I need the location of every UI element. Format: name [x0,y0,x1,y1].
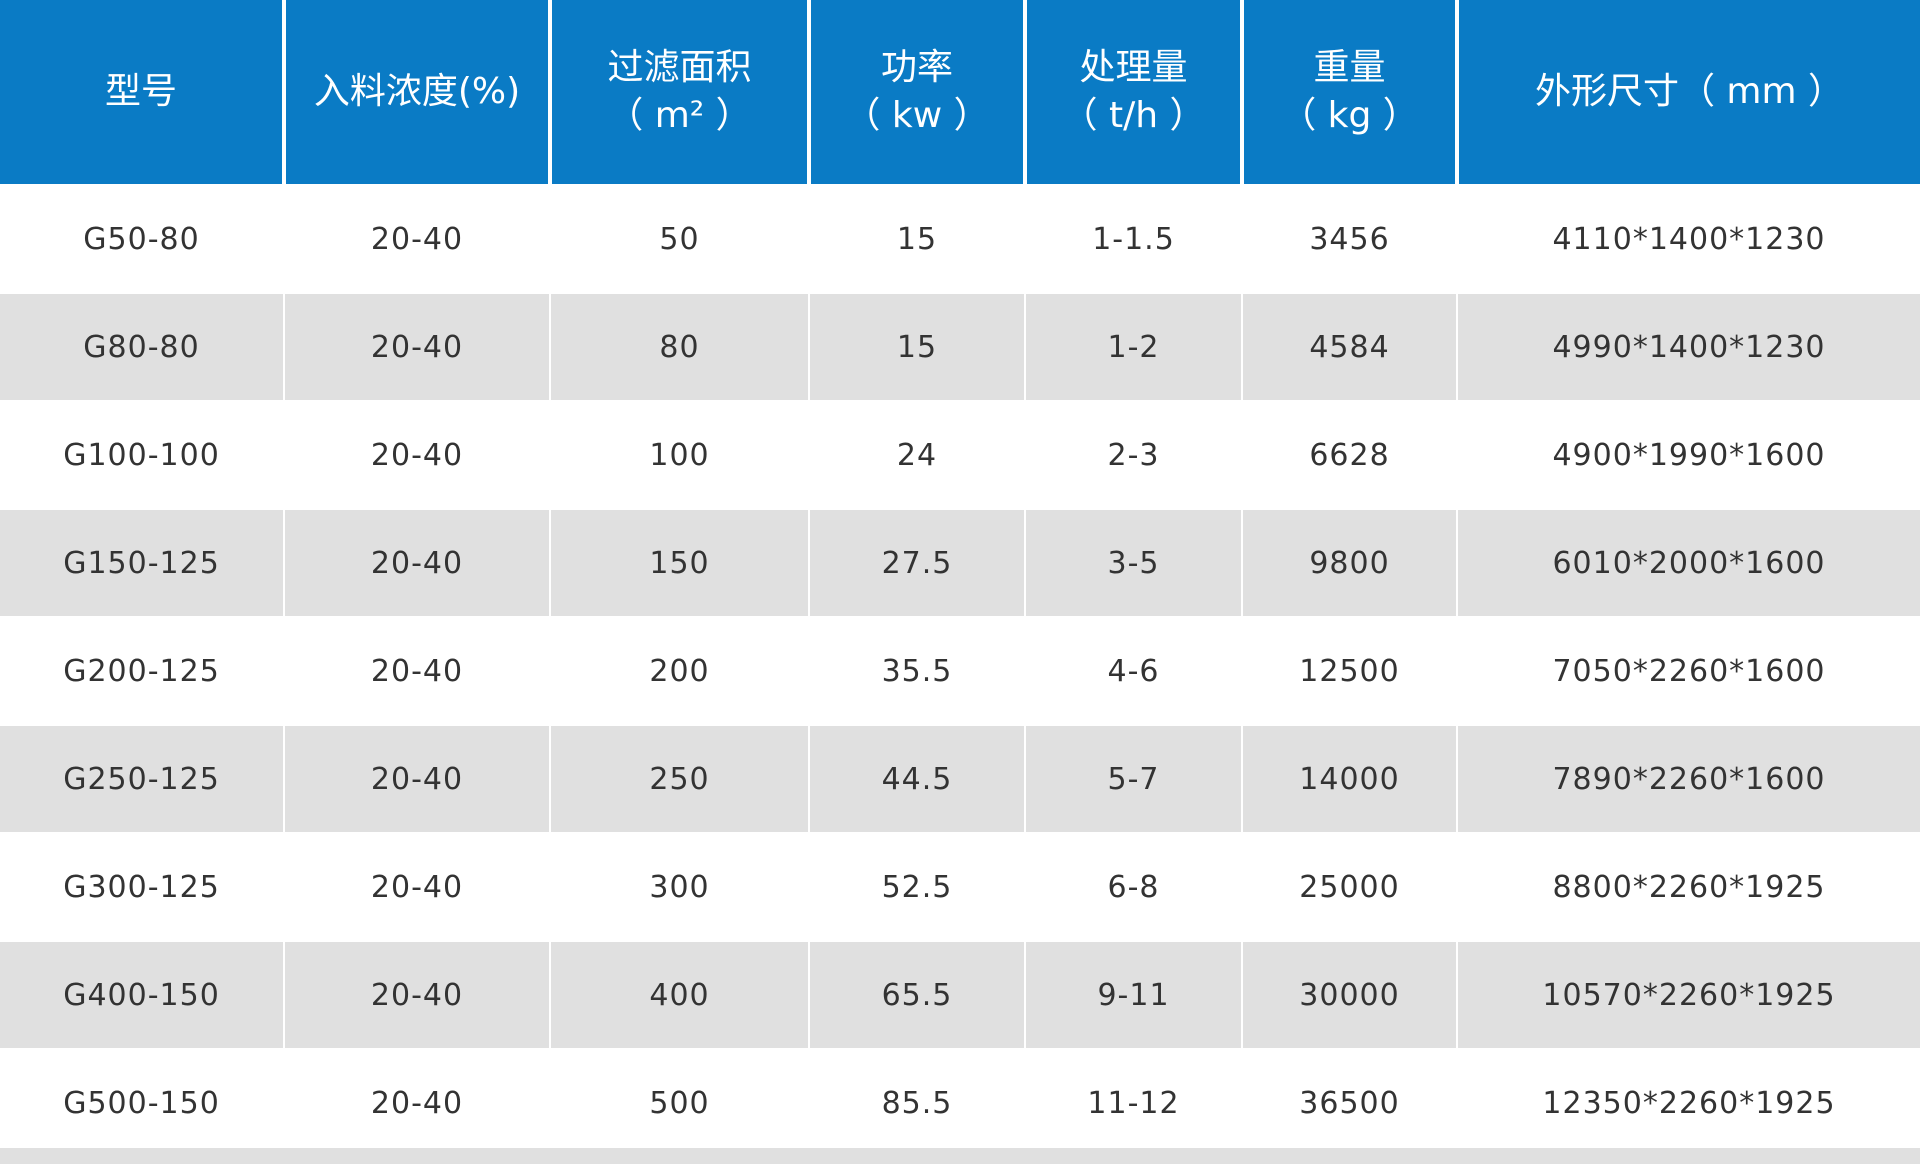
table-cell: 20-40 [370,437,464,473]
table-cell: G250-125 [0,726,283,832]
table-cell: 3-5 [1026,510,1241,616]
table-cell: 80 [551,294,808,400]
table-cell: 20-40 [370,869,464,905]
table-cell: G150-125 [0,510,283,616]
table-cell: 11-12 [1087,1085,1180,1121]
table-cell: 44.5 [810,726,1024,832]
header-cell: 外形尺寸（ mm ） [1459,0,1920,184]
table-cell: 6-8 [1107,869,1160,905]
table-cell: 300 [649,869,710,905]
table-cell: 20-40 [285,510,549,616]
header-cell: 重量 （ kg ） [1244,0,1455,184]
header-cell: 入料浓度(%) [286,0,548,184]
table-cell: 4-6 [1107,653,1160,689]
table-cell: 4110*1400*1230 [1552,221,1826,257]
table-cell: 15 [896,221,938,257]
header-text: （ kw ） [844,95,990,136]
header-cell: 功率 （ kw ） [811,0,1023,184]
table-cell: 27.5 [810,510,1024,616]
table-cell: 7050*2260*1600 [1552,653,1826,689]
table-cell: 3456 [1309,221,1390,257]
table-cell: 15 [810,294,1024,400]
table-cell: 35.5 [881,653,953,689]
header-text: （ m² ） [607,95,752,136]
table-cell: G100-100 [63,437,220,473]
table-cell: 2-3 [1107,437,1160,473]
table-cell: 52.5 [881,869,953,905]
table-cell: 85.5 [881,1085,953,1121]
table-cell: 8800*2260*1925 [1552,869,1826,905]
table-cell: 7890*2260*1600 [1458,726,1920,832]
table-cell: 9800 [1243,510,1456,616]
table-cell: 150 [551,510,808,616]
table-cell: G400-150 [0,942,283,1048]
header-text: 过滤面积 [607,47,752,88]
header-text: （ t/h ） [1061,95,1206,136]
header-cell: 过滤面积 （ m² ） [552,0,807,184]
table-cell: 30000 [1243,942,1456,1048]
table-cell: 14000 [1243,726,1456,832]
table-cell: 12500 [1299,653,1400,689]
header-cell: 型号 [0,0,282,184]
table-cell: G500-150 [63,1085,220,1121]
table-cell: 1-2 [1026,294,1241,400]
table-cell: 4584 [1243,294,1456,400]
table-cell: 200 [649,653,710,689]
table-cell: 20-40 [285,726,549,832]
table-cell: G80-80 [0,294,283,400]
table-cell: 500 [649,1085,710,1121]
header-text: 外形尺寸（ mm ） [1534,71,1845,112]
table-cell: 24 [896,437,938,473]
table-cell: 6628 [1309,437,1390,473]
table-cell: 36500 [1299,1085,1400,1121]
table-cell: 20-40 [370,221,464,257]
header-text: 处理量 [1079,47,1188,88]
table-cell: 4990*1400*1230 [1458,294,1920,400]
table-cell: 65.5 [810,942,1024,1048]
table-cell: 250 [551,726,808,832]
table-cell: 5-7 [1026,726,1241,832]
table-cell: G200-125 [63,653,220,689]
table-cell: G300-125 [63,869,220,905]
table-cell: 20-40 [285,294,549,400]
bottom-strip [0,1148,1920,1164]
table-cell: 20-40 [370,653,464,689]
table-cell: 20-40 [285,942,549,1048]
table-cell: G50-80 [83,221,200,257]
table-cell: 4900*1990*1600 [1552,437,1826,473]
header-text: 型号 [104,71,177,112]
header-text: 入料浓度(%) [313,71,521,112]
header-text: 功率 [880,47,953,88]
table-cell: 100 [649,437,710,473]
table-cell: 400 [551,942,808,1048]
table-cell: 20-40 [370,1085,464,1121]
table-cell: 6010*2000*1600 [1458,510,1920,616]
header-text: （ kg ） [1280,95,1419,136]
table-cell: 50 [659,221,700,257]
header-text: 重量 [1313,47,1386,88]
table-cell: 1-1.5 [1092,221,1175,257]
table-cell: 12350*2260*1925 [1542,1085,1836,1121]
header-cell: 处理量 （ t/h ） [1027,0,1240,184]
table-cell: 9-11 [1026,942,1241,1048]
table-cell: 25000 [1299,869,1400,905]
table-cell: 10570*2260*1925 [1458,942,1920,1048]
